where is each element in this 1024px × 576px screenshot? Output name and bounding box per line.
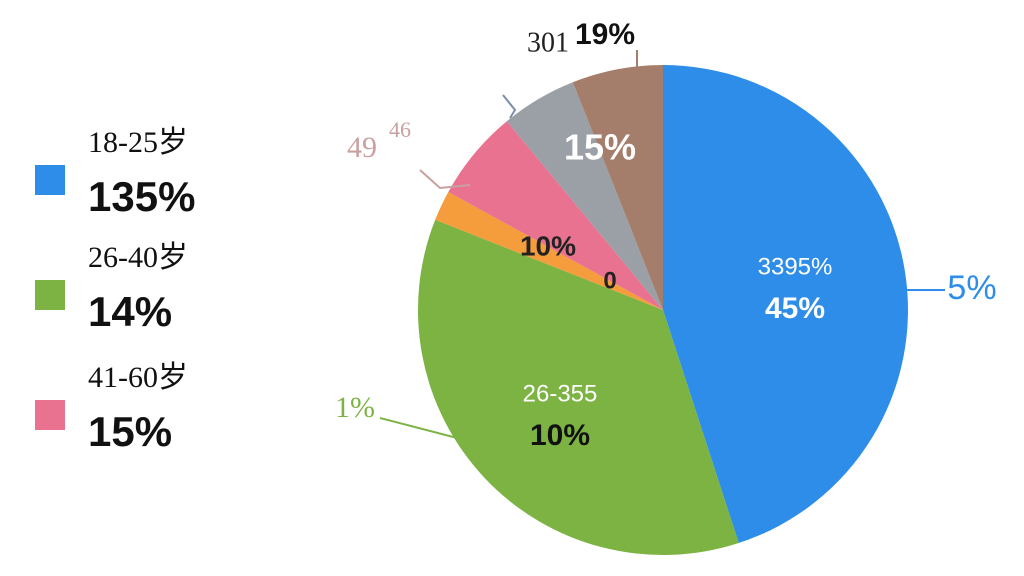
legend-value: 15% (88, 408, 172, 455)
legend-value: 14% (88, 288, 172, 335)
slice-label: 45% (765, 292, 825, 325)
leader-line (502, 94, 517, 119)
slice-label: 3395% (758, 253, 833, 280)
legend-swatch (35, 165, 65, 195)
slice-label: 26-355 (523, 380, 598, 407)
legend-label: 41-60岁 (88, 361, 188, 394)
pie-slice (418, 219, 739, 555)
slice-label: 0 (603, 267, 616, 294)
outside-label: 301 (527, 27, 569, 58)
pie (418, 65, 908, 555)
legend-label: 26-40岁 (88, 241, 188, 274)
legend-label: 18-25岁 (88, 126, 188, 159)
legend-value: 135% (88, 173, 195, 220)
pie-slice (663, 65, 908, 544)
pie-slice (506, 82, 663, 310)
pie-slice (572, 65, 663, 310)
pie-slice (435, 191, 663, 310)
outside-label: 1% (335, 391, 375, 424)
pie-slice (448, 121, 663, 310)
legend-swatch (35, 400, 65, 430)
leader-line (419, 169, 471, 190)
outside-label: 19% (575, 18, 635, 51)
outside-label: 46 (389, 117, 411, 142)
leader-line (379, 417, 489, 447)
slice-label: 10% (520, 230, 576, 261)
legend-swatch (35, 280, 65, 310)
outside-label: 5% (947, 269, 996, 307)
outside-label: 49 (347, 131, 377, 164)
slice-label: 15% (564, 127, 636, 168)
slice-label: 10% (530, 419, 590, 452)
